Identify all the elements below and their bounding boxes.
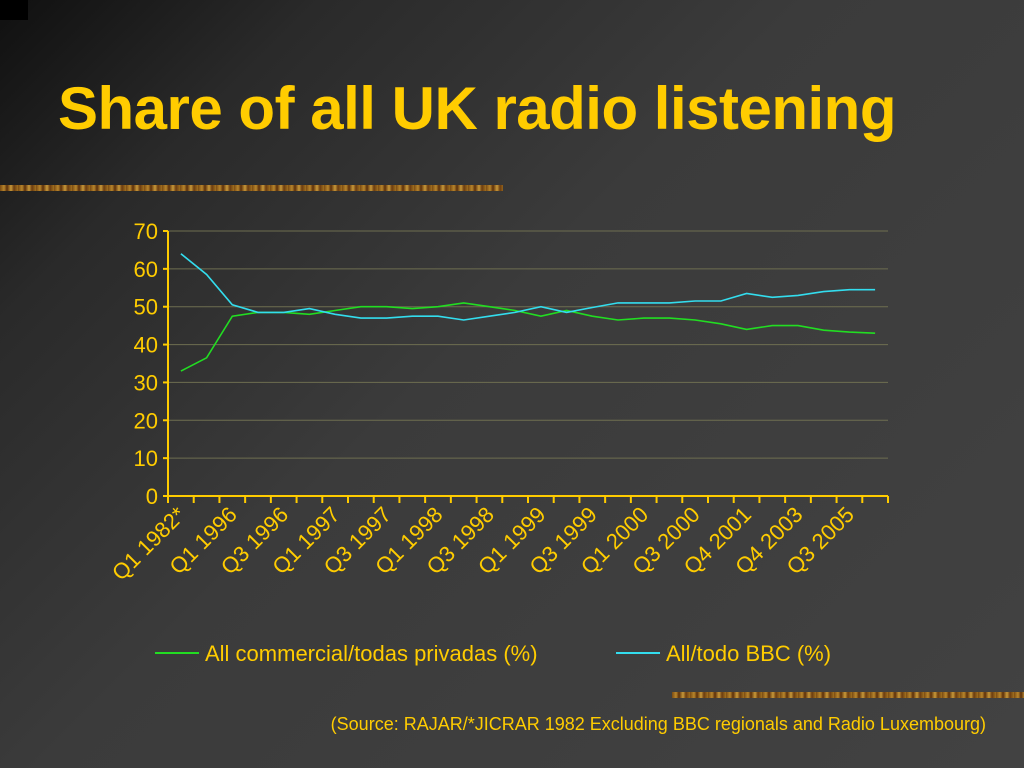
series-line-bbc bbox=[180, 253, 876, 321]
y-tick-label: 20 bbox=[134, 408, 158, 433]
y-tick-label: 10 bbox=[134, 446, 158, 471]
gridlines bbox=[168, 230, 888, 459]
series-line-commercial bbox=[180, 302, 876, 372]
series-lines bbox=[180, 253, 876, 372]
source-note: (Source: RAJAR/*JICRAR 1982 Excluding BB… bbox=[330, 714, 986, 734]
decorative-bar-bottom bbox=[672, 692, 1024, 698]
y-tick-label: 50 bbox=[134, 295, 158, 320]
y-tick-label: 60 bbox=[134, 257, 158, 282]
y-tick-label: 30 bbox=[134, 370, 158, 395]
legend-label: All/todo BBC (%) bbox=[666, 641, 831, 666]
y-tick-label: 40 bbox=[134, 333, 158, 358]
legend-label: All commercial/todas privadas (%) bbox=[205, 641, 538, 666]
legend: All commercial/todas privadas (%) All/tod… bbox=[155, 641, 831, 666]
corner-mark bbox=[0, 0, 28, 20]
y-tick-label: 0 bbox=[146, 484, 158, 509]
y-tick-label: 70 bbox=[134, 219, 158, 244]
decorative-bar-top bbox=[0, 185, 503, 191]
slide-title: Share of all UK radio listening bbox=[58, 75, 896, 142]
